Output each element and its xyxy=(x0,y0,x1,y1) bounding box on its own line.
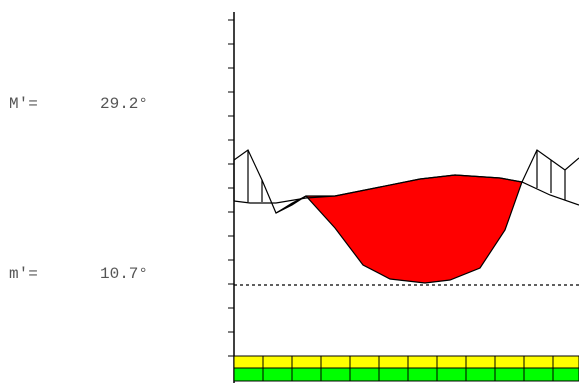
lower-readout-label: m′= xyxy=(9,265,38,283)
green-stripe xyxy=(233,367,579,382)
axis-ticks xyxy=(228,19,234,357)
yellow-stripe xyxy=(233,355,579,369)
stripe-dividers xyxy=(262,356,554,381)
upper-profile-line xyxy=(233,149,307,214)
lower-profile-line xyxy=(233,174,579,206)
red-region xyxy=(275,174,523,284)
upper-readout-value: 29.2° xyxy=(100,95,149,113)
lower-readout-value: 10.7° xyxy=(100,265,149,283)
upper-readout-label: M′= xyxy=(9,95,38,113)
